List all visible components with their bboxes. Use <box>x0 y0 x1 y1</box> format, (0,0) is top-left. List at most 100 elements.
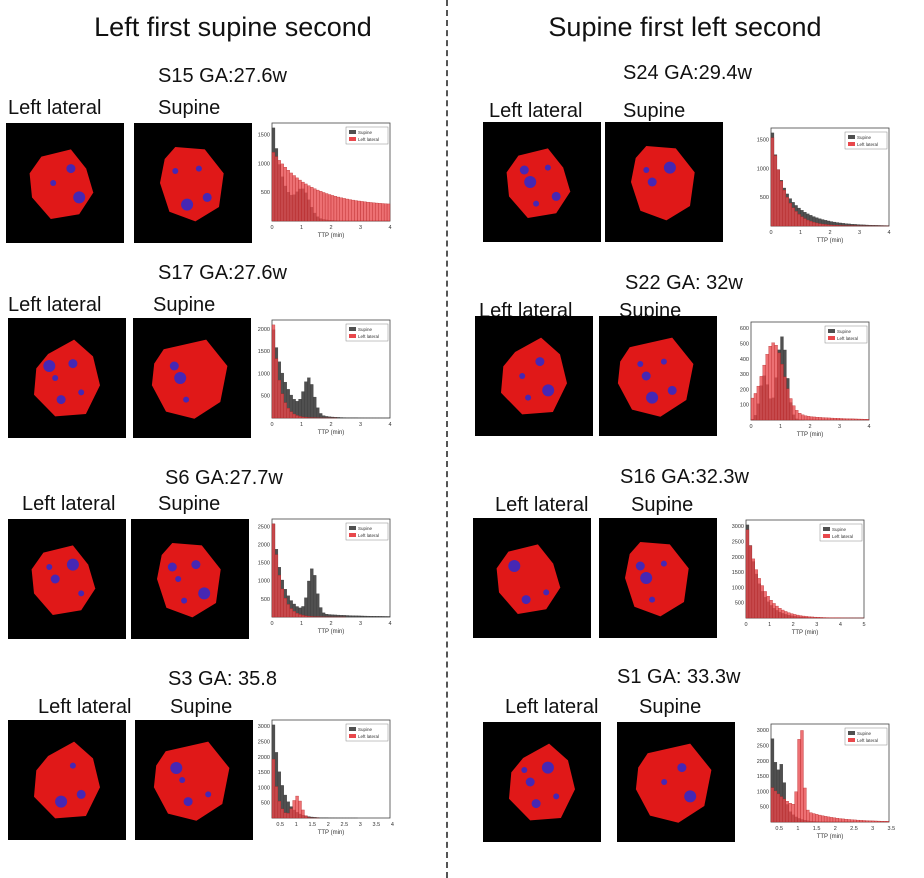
left-lateral-bar <box>782 798 786 823</box>
left-lateral-bar <box>770 787 775 823</box>
left-lateral-bar <box>769 600 773 619</box>
low-ttp-spot <box>198 587 211 600</box>
left-lateral-bar <box>789 398 793 421</box>
supine-label: Supine <box>623 100 686 122</box>
left-lateral-bar <box>790 613 794 619</box>
left-lateral-bar <box>386 203 391 222</box>
y-tick-label: 500 <box>760 805 769 811</box>
left-lateral-bar <box>280 393 284 419</box>
x-tick-label: 0 <box>270 621 273 627</box>
left-lateral-bar <box>832 225 837 227</box>
x-axis-label: TTP (min) <box>318 830 345 836</box>
low-ttp-spot <box>660 358 667 365</box>
low-ttp-spot <box>76 789 86 799</box>
left-lateral-bar <box>830 417 834 421</box>
left-lateral-bar <box>836 418 840 421</box>
left-lateral-bar <box>751 558 755 619</box>
left-lateral-bar <box>304 183 308 222</box>
supine-bar <box>322 415 326 419</box>
placenta-map <box>34 741 100 819</box>
left-lateral-bar <box>307 185 311 222</box>
low-ttp-spot <box>661 779 668 785</box>
low-ttp-spot <box>640 572 653 584</box>
left-lateral-bar <box>775 605 779 619</box>
x-tick-label: 4 <box>388 225 391 231</box>
left-lateral-bar <box>298 416 302 419</box>
left-lateral-bar <box>307 616 311 618</box>
x-tick-label: 2 <box>834 826 837 832</box>
left-lateral-bar <box>295 177 299 222</box>
supine-bar <box>327 416 332 419</box>
low-ttp-spot <box>531 799 541 809</box>
subject-label: S22 GA: 32w <box>625 272 743 294</box>
left-lateral-label: Left lateral <box>22 493 116 515</box>
left-lateral-bar <box>304 615 308 618</box>
legend-swatch-left-lateral <box>828 336 835 340</box>
left-lateral-bar <box>821 417 825 421</box>
x-tick-label: 3 <box>858 230 861 236</box>
legend-entry: Supine <box>857 731 872 736</box>
left-lateral-bar <box>753 393 758 421</box>
left-lateral-image <box>8 720 126 840</box>
placenta-region <box>631 146 695 221</box>
left-lateral-bar <box>754 569 758 619</box>
left-lateral-bar <box>298 179 302 222</box>
left-lateral-bar <box>779 796 783 823</box>
left-lateral-bar <box>336 196 341 222</box>
supine-bar <box>319 607 323 618</box>
low-ttp-spot <box>525 394 532 401</box>
left-lateral-bar <box>856 819 860 823</box>
y-tick-label: 500 <box>261 801 270 807</box>
left-lateral-bar <box>383 203 388 222</box>
supine-bar <box>336 614 341 618</box>
low-ttp-spot <box>78 590 85 597</box>
left-lateral-bar <box>812 222 816 227</box>
placenta-region <box>34 339 100 417</box>
y-tick-label: 1000 <box>258 785 270 791</box>
x-axis-label: TTP (min) <box>792 630 819 636</box>
supine-bar <box>310 568 314 618</box>
low-ttp-spot <box>635 561 645 571</box>
left-lateral-bar <box>274 358 279 419</box>
left-lateral-bar <box>798 413 802 421</box>
left-lateral-bar <box>844 819 848 823</box>
low-ttp-spot <box>46 564 53 570</box>
supine-bar <box>307 580 311 618</box>
left-lateral-bar <box>847 819 851 823</box>
ttp-histogram: 500 1000 1500 2000 2500 3000 0.5 1 1.5 2 2.5 3 3.5 4 T… <box>258 719 394 836</box>
x-tick-label: 1 <box>295 822 298 828</box>
low-ttp-spot <box>519 165 529 175</box>
supine-bar <box>316 593 320 618</box>
left-lateral-image <box>8 519 126 639</box>
left-lateral-bar <box>745 529 750 619</box>
ttp-histogram: 500 1000 1500 2000 0 1 2 3 4 TTP (min) Supine Left … <box>258 319 392 436</box>
y-tick-label: 1000 <box>258 371 270 377</box>
left-lateral-bar <box>369 202 373 222</box>
left-lateral-bar <box>301 615 305 618</box>
supine-bar <box>313 396 317 419</box>
left-lateral-bar <box>301 181 305 222</box>
x-tick-label: 2.5 <box>340 822 348 828</box>
supine-bar <box>324 614 329 618</box>
left-lateral-bar <box>812 416 817 421</box>
supine-bar <box>363 615 367 618</box>
left-lateral-bar <box>851 418 855 421</box>
left-lateral-bar <box>795 410 799 421</box>
placenta-region <box>509 743 575 821</box>
low-ttp-spot <box>167 562 177 572</box>
x-tick-label: 3.5 <box>888 826 895 832</box>
left-lateral-bar <box>885 821 890 823</box>
legend-swatch-supine <box>349 727 356 731</box>
left-lateral-bar <box>339 197 343 222</box>
left-lateral-bar <box>800 216 804 227</box>
left-lateral-bar <box>763 591 767 619</box>
supine-bar <box>324 416 329 419</box>
legend-entry: Supine <box>358 526 373 531</box>
left-lateral-image <box>8 318 126 438</box>
left-lateral-bar <box>771 342 775 421</box>
left-lateral-bar <box>274 786 279 819</box>
supine-image <box>133 318 251 438</box>
y-tick-label: 2000 <box>258 327 270 333</box>
legend-entry: Supine <box>358 327 373 332</box>
legend-swatch-supine <box>823 527 830 531</box>
